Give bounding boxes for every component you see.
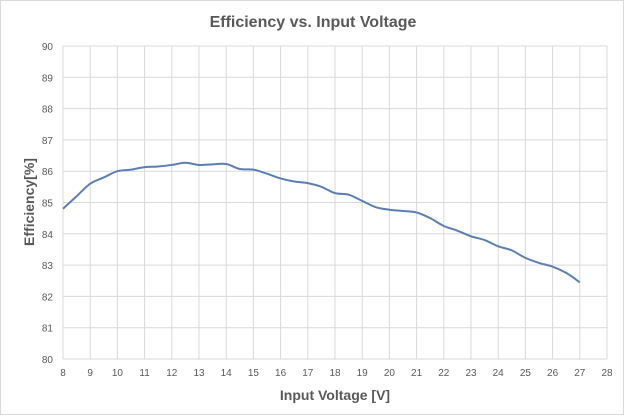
- x-tick-label: 17: [302, 368, 314, 379]
- x-tick-label: 18: [329, 368, 341, 379]
- x-tick-label: 9: [87, 368, 93, 379]
- y-tick-label: 81: [42, 324, 54, 335]
- y-tick-label: 90: [42, 42, 54, 53]
- x-tick-label: 25: [520, 368, 532, 379]
- x-tick-label: 12: [166, 368, 178, 379]
- x-tick-label: 15: [248, 368, 260, 379]
- y-axis-label: Efficiency[%]: [21, 158, 37, 246]
- x-tick-label: 26: [547, 368, 559, 379]
- y-tick-label: 88: [42, 105, 54, 116]
- x-tick-label: 28: [601, 368, 613, 379]
- x-tick-label: 13: [193, 368, 205, 379]
- chart-title: Efficiency vs. Input Voltage: [210, 14, 417, 31]
- x-tick-label: 8: [60, 368, 66, 379]
- y-tick-label: 85: [42, 199, 54, 210]
- x-tick-label: 22: [438, 368, 450, 379]
- x-tick-label: 23: [465, 368, 477, 379]
- y-tick-label: 84: [42, 230, 54, 241]
- x-tick-label: 10: [112, 368, 124, 379]
- y-tick-label: 89: [42, 73, 54, 84]
- y-tick-label: 83: [42, 261, 54, 272]
- x-tick-label: 21: [411, 368, 423, 379]
- y-tick-label: 86: [42, 167, 54, 178]
- x-tick-label: 11: [139, 368, 150, 379]
- y-tick-label: 82: [42, 292, 54, 303]
- y-tick-label: 80: [42, 355, 54, 366]
- x-tick-label: 20: [384, 368, 396, 379]
- x-tick-label: 27: [574, 368, 586, 379]
- x-tick-label: 24: [493, 368, 505, 379]
- series-line: [62, 161, 581, 284]
- x-axis-label: Input Voltage [V]: [280, 387, 390, 403]
- x-tick-label: 19: [357, 368, 369, 379]
- x-tick-label: 14: [221, 368, 233, 379]
- x-tick-label: 16: [275, 368, 287, 379]
- y-tick-label: 87: [42, 136, 54, 147]
